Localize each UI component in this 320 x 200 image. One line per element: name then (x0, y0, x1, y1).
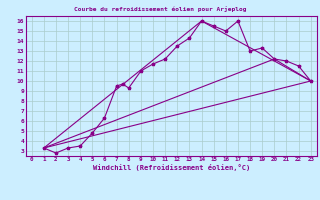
X-axis label: Windchill (Refroidissement éolien,°C): Windchill (Refroidissement éolien,°C) (92, 164, 250, 171)
Text: Courbe du refroidissement éolien pour Arjeplog: Courbe du refroidissement éolien pour Ar… (74, 6, 246, 12)
